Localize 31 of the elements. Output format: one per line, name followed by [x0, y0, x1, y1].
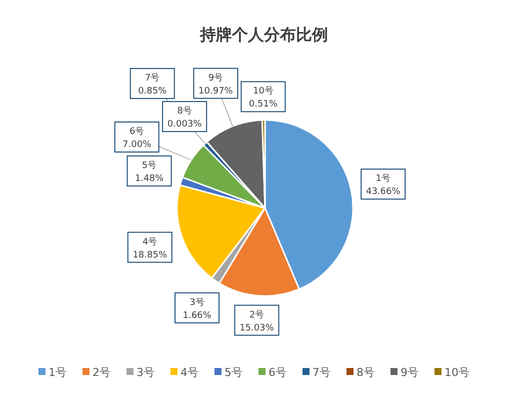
slice-label: 4号	[142, 236, 158, 248]
legend-label: 5号	[224, 366, 242, 379]
legend-label: 7号	[312, 366, 330, 379]
slice-label: 7号	[145, 72, 160, 84]
data-label: 18.85%	[132, 250, 168, 260]
data-label: 0.51%	[248, 100, 278, 110]
slice-label: 6号	[129, 126, 144, 138]
slice-label: 9号	[208, 72, 224, 84]
chart-title: 持牌个人分布比例	[199, 25, 328, 44]
data-label: 1.48%	[134, 174, 164, 184]
legend-label: 9号	[400, 366, 418, 379]
data-label: 0.003%	[167, 120, 202, 130]
legend-label: 10号	[444, 366, 470, 379]
legend-label: 1号	[48, 366, 66, 379]
legend-label: 3号	[136, 366, 154, 379]
slice-label: 1号	[376, 173, 391, 184]
slice-label: 8号	[177, 106, 192, 117]
legend-label: 4号	[180, 366, 198, 379]
slice-label: 3号	[190, 296, 204, 308]
legend-label: 6号	[268, 366, 286, 379]
data-label: 1.66%	[182, 310, 212, 321]
slice-label: 10号	[252, 86, 274, 97]
data-label: 7.00%	[122, 140, 152, 150]
legend-label: 8号	[356, 366, 374, 379]
data-label: 10.97%	[198, 86, 234, 96]
slice-label: 2号	[249, 309, 264, 320]
legend-label: 2号	[92, 366, 110, 379]
data-label: 43.66%	[366, 187, 401, 198]
data-label: 15.03%	[240, 323, 274, 334]
slice-label: 5号	[142, 160, 157, 171]
data-label: 0.85%	[138, 86, 168, 96]
